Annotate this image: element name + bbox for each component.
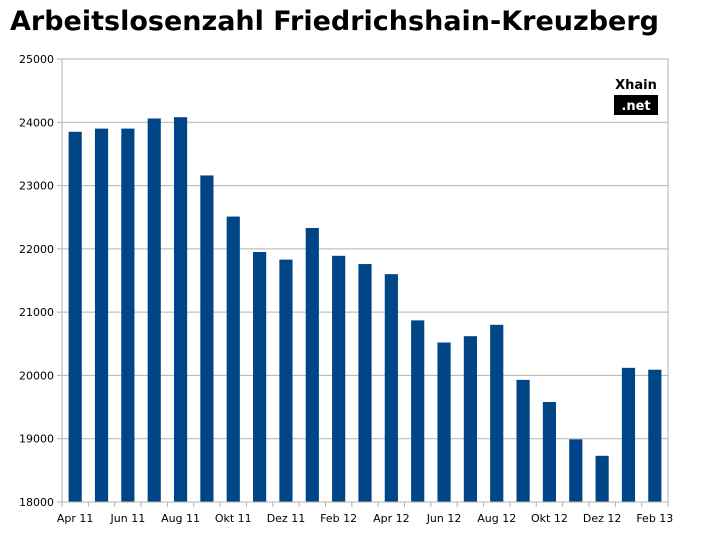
bar-apr-11 — [68, 131, 82, 502]
bar-jan-12 — [305, 227, 319, 503]
y-tick-labels: 18000 19000 20000 21000 22000 23000 24000 25000 — [19, 53, 54, 509]
x-tick-label: Feb 12 — [320, 512, 357, 525]
bar-dez-12 — [595, 455, 609, 502]
plot-frame — [61, 58, 669, 503]
y-tick-label: 19000 — [19, 433, 54, 446]
bar-apr-12 — [384, 274, 398, 502]
x-tick-label: Aug 11 — [161, 512, 200, 525]
bar-nov-12 — [569, 439, 583, 502]
bar-feb-13 — [648, 369, 662, 502]
bar-jul-12 — [463, 336, 477, 502]
x-tick-label: Apr 11 — [57, 512, 94, 525]
chart-title: Arbeitslosenzahl Friedrichshain-Kreuzber… — [10, 6, 659, 37]
logo: Xhain .net — [614, 78, 658, 115]
y-tick-label: 20000 — [19, 369, 54, 382]
logo-badge — [614, 95, 658, 115]
bar-aug-12 — [490, 324, 504, 502]
x-tick-labels: Apr 11 Jun 11 Aug 11 Okt 11 Dez 11 Feb 12 Apr … — [57, 512, 673, 525]
y-tick-label: 18000 — [19, 496, 54, 509]
logo-text-net: .net — [621, 99, 650, 114]
x-tick-label: Apr 12 — [373, 512, 410, 525]
x-tick-label: Feb 13 — [636, 512, 673, 525]
bars — [68, 117, 662, 503]
bar-jun-12 — [437, 342, 451, 502]
bar-okt-11 — [226, 216, 240, 502]
bar-sep-12 — [516, 379, 530, 502]
bar-sep-11 — [200, 175, 214, 502]
y-tick-label: 23000 — [19, 180, 54, 193]
y-tick-label: 25000 — [19, 53, 54, 66]
x-tick-label: Okt 12 — [531, 512, 568, 525]
bar-jun-11 — [121, 128, 135, 502]
bar-feb-12 — [332, 255, 346, 502]
bar-mai-12 — [411, 320, 425, 502]
y-tick-label: 24000 — [19, 116, 54, 129]
axes — [57, 58, 669, 507]
bar-mrz-12 — [358, 264, 372, 502]
bar-nov-11 — [253, 252, 267, 502]
x-tick-label: Jun 12 — [426, 512, 462, 525]
bar-mai-11 — [94, 128, 109, 502]
x-tick-label: Jun 11 — [110, 512, 146, 525]
x-tick-label: Okt 11 — [215, 512, 252, 525]
bar-jul-11 — [147, 118, 161, 502]
y-tick-label: 21000 — [19, 306, 54, 319]
y-tick-label: 22000 — [19, 243, 54, 256]
bar-jan-13 — [621, 367, 636, 502]
x-tick-label: Dez 12 — [583, 512, 622, 525]
bar-okt-12 — [542, 402, 557, 502]
logo-text-xhain: Xhain — [615, 78, 657, 93]
x-tick-label: Aug 12 — [477, 512, 516, 525]
bar-aug-11 — [173, 117, 188, 503]
bar-dez-11 — [279, 259, 293, 502]
x-tick-label: Dez 11 — [267, 512, 306, 525]
